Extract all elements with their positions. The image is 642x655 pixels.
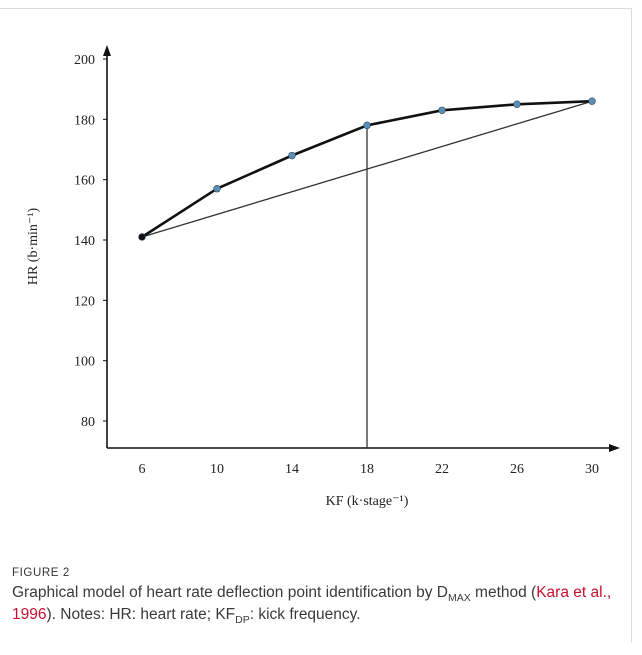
figure-frame [0, 8, 632, 643]
x-tick-label: 6 [139, 462, 146, 477]
caption-subscript-max: MAX [447, 592, 471, 605]
x-axis-title: KF (k·stage⁻¹) [326, 494, 409, 509]
x-axis-arrow [609, 444, 620, 452]
y-axis-arrow [103, 45, 111, 56]
caption-subscript-dp: DP [235, 614, 250, 627]
data-point [588, 97, 596, 105]
markers-group [138, 97, 596, 241]
y-tick-label: 200 [74, 53, 95, 68]
data-point [138, 233, 146, 241]
data-point [213, 185, 221, 193]
y-tick-label: 80 [81, 415, 95, 430]
y-tick-label: 140 [74, 234, 95, 249]
reference-line-group [141, 100, 593, 448]
data-point [288, 151, 296, 160]
data-point [363, 121, 371, 130]
x-tick-label: 14 [285, 462, 299, 477]
x-tick-label: 22 [435, 462, 449, 477]
y-tick-label: 100 [74, 355, 95, 370]
data-point [438, 106, 446, 114]
y-axis-title: HR (b·min⁻¹) [26, 208, 41, 286]
y-tick-label: 160 [74, 174, 95, 189]
caption-text-3: ). Notes: HR: heart rate; KF [46, 606, 236, 623]
x-tick-label: 18 [360, 462, 374, 477]
figure-caption: Graphical model of heart rate deflection… [12, 582, 612, 626]
x-tick-label: 30 [585, 462, 599, 477]
ticks-group: 80 100 120 140 160 180 200 6 10 14 18 22 26 30 [74, 53, 599, 477]
y-tick-label: 180 [74, 113, 95, 128]
caption-text-1: Graphical model of heart rate deflection… [12, 584, 448, 601]
caption-text-2: method ( [470, 584, 537, 601]
axes [103, 45, 620, 452]
x-tick-label: 10 [210, 462, 224, 477]
y-tick-label: 120 [74, 294, 95, 309]
figure-label: FIGURE 2 [12, 567, 70, 579]
x-tick-label: 26 [510, 462, 524, 477]
caption-text-4: : kick frequency. [249, 606, 361, 623]
chart: 80 100 120 140 160 180 200 6 10 14 18 22 26 30 KF (k·… [26, 45, 620, 509]
data-point [513, 100, 521, 108]
citation-link[interactable]: Kara et al., 1996 [12, 584, 612, 623]
